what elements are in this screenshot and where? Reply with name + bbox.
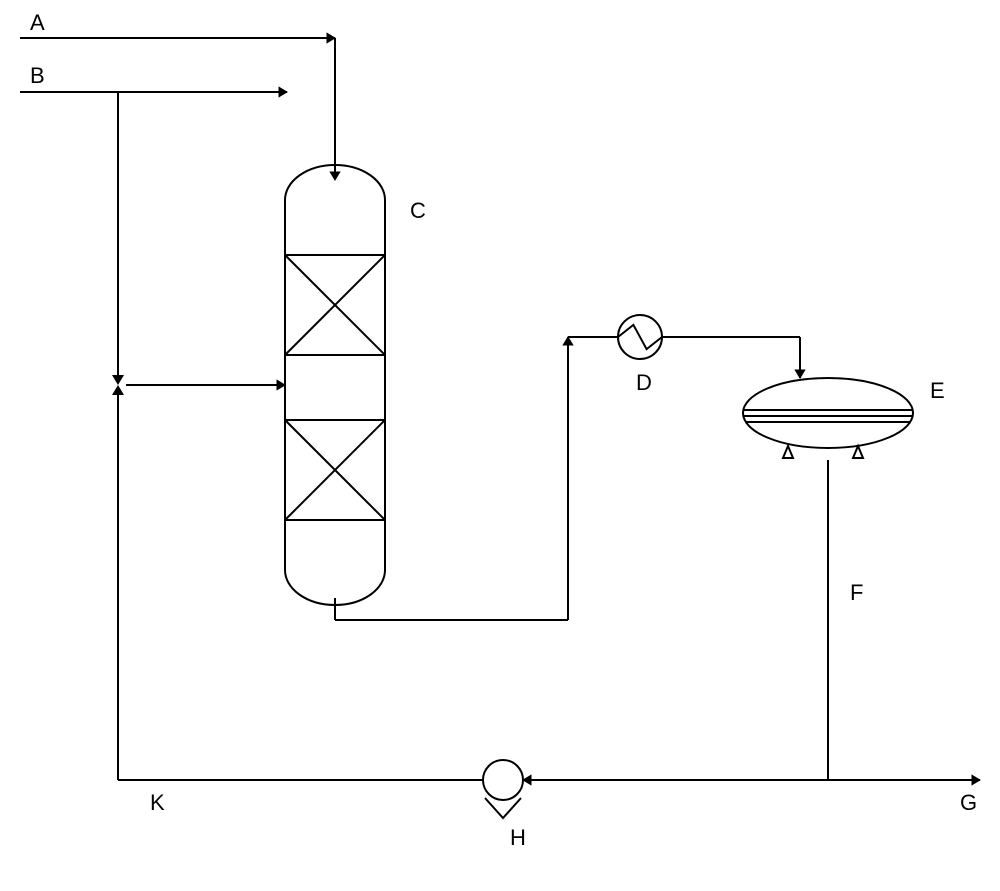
separator-drum [743, 378, 913, 448]
pump [483, 760, 523, 800]
arrow-head [330, 172, 340, 180]
label: E [930, 378, 945, 403]
arrow-head [277, 380, 285, 390]
label: K [150, 790, 165, 815]
arrow-head [563, 337, 573, 345]
label: C [410, 198, 426, 223]
label: A [30, 10, 45, 35]
label: H [510, 825, 526, 850]
arrow-head [523, 775, 531, 785]
label: F [850, 580, 863, 605]
label: D [636, 370, 652, 395]
arrow-head [279, 87, 287, 97]
arrow-head [795, 370, 805, 378]
label: G [960, 790, 977, 815]
arrow-head [327, 33, 335, 43]
label: B [30, 63, 45, 88]
arrow-head [972, 775, 980, 785]
